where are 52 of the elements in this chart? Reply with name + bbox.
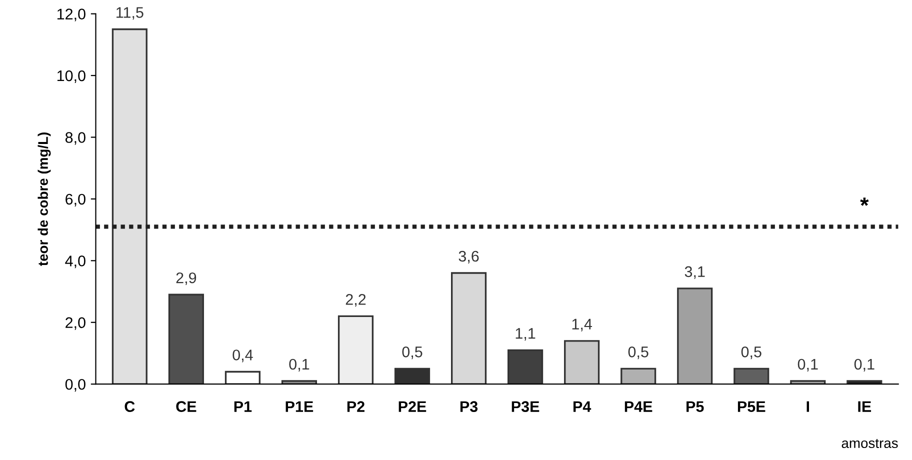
data-label: 0,1 (289, 358, 310, 372)
y-tick-label: 10,0 (57, 70, 86, 84)
data-label: 0,1 (798, 358, 818, 372)
bar (112, 28, 148, 384)
y-tick-label: 4,0 (65, 256, 86, 268)
bar (394, 368, 430, 384)
bar (281, 380, 318, 384)
bar (450, 272, 487, 384)
x-tick-label: P1 (234, 401, 252, 412)
x-tick-label: P4E (624, 401, 652, 412)
y-tick-label: 12,0 (57, 8, 86, 22)
x-tick-label: P5E (738, 401, 766, 412)
bar (846, 380, 882, 384)
x-tick-label: I (806, 401, 809, 412)
x-tick-label: C (124, 401, 135, 412)
x-tick-label: P4 (573, 401, 592, 412)
y-tick-label: 6,0 (66, 194, 86, 206)
data-label: 0,5 (628, 346, 648, 360)
data-label: 0,1 (854, 358, 874, 372)
bar (677, 288, 713, 384)
y-tick-label: 2,0 (66, 317, 86, 330)
x-tick-label: P3E (512, 401, 540, 412)
x-tick-label: CE (176, 401, 196, 412)
x-tick-label: P5 (686, 401, 704, 412)
x-tick-label: P3 (460, 401, 478, 412)
data-label: 0,5 (741, 346, 762, 360)
y-tick-label: 0,0 (65, 378, 86, 392)
data-label: 1,1 (516, 328, 536, 341)
bar (338, 315, 374, 384)
y-axis-title: teor de cobre (mg/L) (38, 132, 51, 266)
bar (734, 368, 770, 384)
data-label: 3,6 (458, 250, 479, 264)
ref-line-label: * (860, 198, 869, 206)
bar (168, 294, 204, 384)
x-tick-label: P2E (398, 401, 426, 412)
bar (508, 349, 544, 384)
data-label: 3,1 (684, 266, 705, 279)
bar (224, 370, 260, 384)
data-label: 2,9 (176, 272, 196, 286)
data-label: 0,4 (232, 350, 253, 362)
data-label: 0,5 (402, 346, 422, 360)
data-label: 2,2 (346, 294, 366, 307)
x-tick-label: P2 (347, 401, 364, 412)
bar (564, 340, 600, 384)
bar (790, 380, 826, 384)
data-label: 1,4 (572, 318, 592, 332)
x-tick-label: P1E (286, 401, 314, 412)
y-tick-label: 8,0 (65, 132, 86, 145)
bar (620, 368, 656, 384)
x-tick-label: IE (858, 401, 872, 412)
x-axis-title: amostras (842, 438, 898, 448)
data-label: 11,5 (116, 7, 144, 20)
